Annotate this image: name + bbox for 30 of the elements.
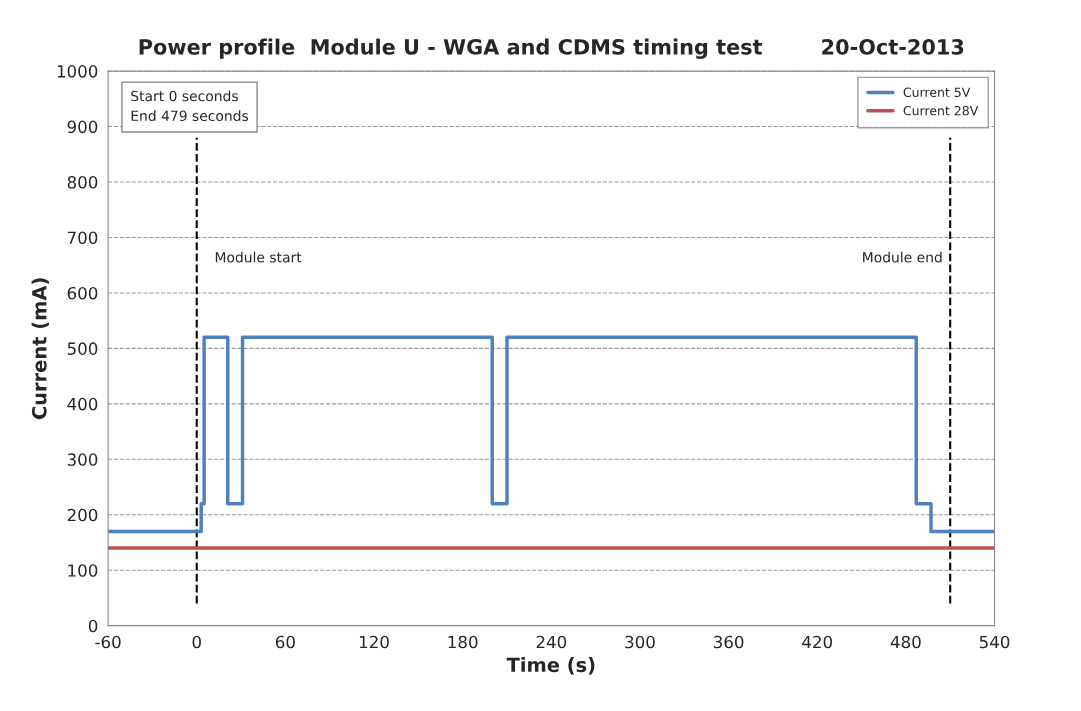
y-tick-label: 700 [67,231,98,245]
legend-label: Current 5V [903,87,971,98]
chart-title: Power profile Module U - WGA and CDMS timing test 20-Oct-2013 [139,38,964,59]
x-tick-label: 180 [448,635,478,649]
ref-line-label: Module start [215,251,302,263]
y-tick-label: 600 [67,286,98,300]
x-tick-label: 0 [192,635,201,649]
y-tick-label: 400 [67,397,98,411]
y-tick-label: 900 [67,120,98,134]
x-tick-label: 120 [359,635,389,649]
y-tick-label: 1000 [57,65,98,78]
x-tick-label: 360 [713,635,744,649]
x-tick-label: 300 [625,635,655,649]
y-tick-label: 500 [67,342,98,355]
x-axis-title: Time (s) [506,657,595,675]
y-tick-label: 100 [68,564,98,577]
x-tick-label: 60 [275,635,295,649]
y-tick-label: 0 [88,619,98,633]
x-tick-label: 540 [979,635,1010,649]
y-tick-label: 200 [67,508,98,522]
x-tick-label: 420 [802,635,833,649]
x-tick-label: 480 [890,635,921,649]
ref-line-label: Module end [863,251,942,263]
y-axis-title: Current (mA) [31,278,49,420]
y-tick-label: 800 [67,175,98,189]
x-tick-label: 240 [536,635,567,649]
annotation: Start 0 seconds End 479 seconds [131,90,249,122]
x-tick-label: -60 [95,635,121,649]
legend-label: Current 28V [903,105,979,116]
y-tick-label: 300 [67,453,98,466]
